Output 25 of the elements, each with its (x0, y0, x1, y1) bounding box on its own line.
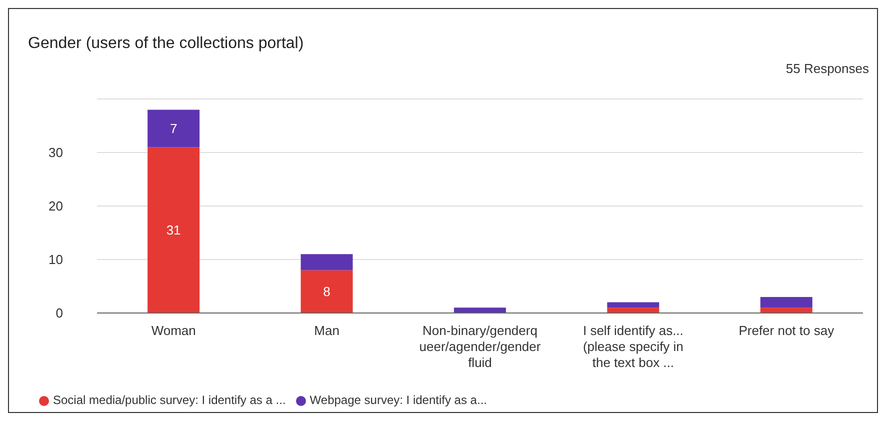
y-tick-label: 20 (48, 198, 63, 214)
x-tick-label: Man (314, 323, 340, 338)
bar (760, 308, 812, 313)
data-label: 8 (323, 284, 330, 300)
y-tick-label: 0 (56, 306, 63, 321)
bar (300, 254, 353, 270)
legend-label: Social media/public survey: I identify as a ... (53, 393, 286, 407)
bar (607, 308, 660, 313)
bar (300, 270, 353, 313)
chart-title: Gender (users of the collections portal) (28, 35, 304, 53)
legend-label: Webpage survey: I identify as a... (310, 393, 487, 407)
bar (148, 147, 200, 313)
x-tick-label: Prefer not to say (738, 323, 835, 338)
x-tick-label: I self identify as... (please specify in the text box ... (582, 323, 684, 370)
text: 55 Responses (786, 61, 869, 76)
bar (454, 308, 506, 313)
y-tick-label: 30 (48, 145, 63, 160)
x-tick-label: Non-binary/genderqueer/agender/gender fluid (419, 323, 542, 370)
y-tick-label: 10 (48, 252, 63, 268)
x-tick-label: Woman (151, 323, 196, 338)
bar (148, 110, 200, 148)
data-label: 31 (166, 222, 181, 238)
bar (760, 296, 812, 308)
data-label: 7 (170, 121, 178, 136)
bar (607, 302, 660, 308)
